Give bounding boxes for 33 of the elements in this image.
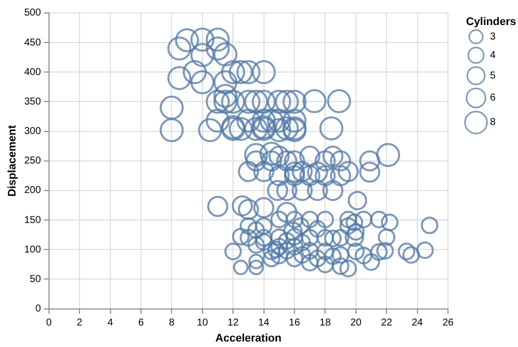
y-tick-label: 50 [30,274,42,285]
legend-label: 8 [490,117,496,128]
x-tick-label: 0 [46,318,52,329]
y-tick-label: 100 [24,244,42,256]
y-tick-label: 150 [24,214,42,226]
x-tick-label: 12 [228,318,240,329]
y-tick-label: 350 [24,96,42,108]
legend-label: 3 [490,31,496,42]
y-tick-label: 400 [24,66,42,78]
y-axis-title: Displacement [6,124,19,197]
x-tick-label: 2 [76,318,83,329]
legend-label: 6 [490,92,496,104]
x-tick-label: 22 [381,318,393,329]
y-tick-label: 200 [24,185,42,196]
x-tick-label: 18 [320,318,332,329]
legend-label: 5 [490,70,496,82]
x-tick-label: 24 [412,318,424,329]
x-axis-title: Acceleration [215,332,282,344]
x-tick-label: 20 [350,318,362,329]
x-tick-label: 26 [442,318,454,329]
x-tick-label: 6 [138,318,144,329]
x-tick-label: 8 [168,318,175,329]
legend-title: Cylinders [466,16,516,28]
x-tick-label: 14 [258,318,270,329]
x-tick-label: 4 [108,318,114,329]
y-tick-label: 450 [24,37,42,48]
legend-label: 4 [490,50,496,61]
y-tick-label: 0 [35,304,42,315]
x-tick-label: 10 [196,318,208,329]
y-tick-label: 300 [24,126,42,138]
y-tick-label: 250 [24,156,42,167]
x-tick-label: 16 [288,318,300,329]
y-tick-label: 500 [24,8,42,19]
